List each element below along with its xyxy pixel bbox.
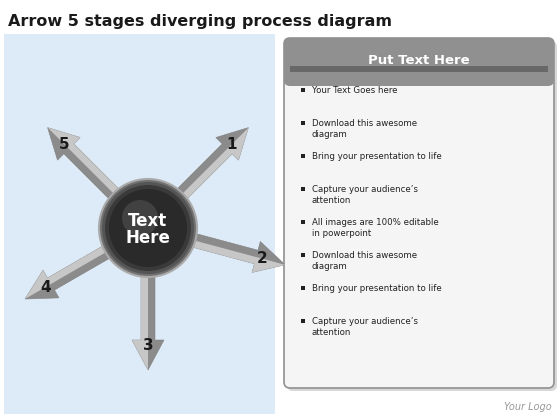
Polygon shape: [25, 252, 111, 299]
Bar: [4, 34, 275, 414]
Polygon shape: [25, 245, 111, 299]
Bar: [301, 319, 305, 323]
Text: Bring your presentation to life: Bring your presentation to life: [312, 284, 442, 293]
Polygon shape: [193, 234, 285, 265]
Polygon shape: [48, 128, 120, 200]
Circle shape: [102, 182, 194, 274]
Polygon shape: [181, 128, 249, 200]
Bar: [301, 88, 305, 92]
Text: Your Text Goes here: Your Text Goes here: [312, 86, 398, 95]
Polygon shape: [176, 128, 249, 200]
Text: Download this awesome
diagram: Download this awesome diagram: [312, 251, 417, 271]
Polygon shape: [25, 245, 108, 299]
Polygon shape: [176, 128, 249, 195]
Bar: [290, 58, 548, 80]
Text: Your Logo: Your Logo: [504, 402, 552, 412]
Text: 1: 1: [226, 137, 237, 152]
Bar: [301, 220, 305, 224]
Circle shape: [122, 200, 158, 236]
Polygon shape: [148, 275, 164, 370]
Polygon shape: [192, 234, 285, 273]
Polygon shape: [192, 240, 285, 273]
FancyBboxPatch shape: [284, 38, 554, 86]
Text: Put Text Here: Put Text Here: [368, 53, 470, 66]
Text: 4: 4: [40, 279, 51, 294]
Polygon shape: [48, 128, 115, 200]
Text: Download this awesome
diagram: Download this awesome diagram: [312, 119, 417, 139]
Bar: [301, 154, 305, 158]
Bar: [301, 187, 305, 191]
Text: All images are 100% editable
in powerpoint: All images are 100% editable in powerpoi…: [312, 218, 438, 238]
Polygon shape: [132, 275, 148, 370]
Bar: [301, 253, 305, 257]
Text: Capture your audience’s
attention: Capture your audience’s attention: [312, 317, 418, 337]
Text: Here: Here: [125, 229, 170, 247]
Text: Bring your presentation to life: Bring your presentation to life: [312, 152, 442, 161]
Text: Capture your audience’s
attention: Capture your audience’s attention: [312, 185, 418, 205]
Polygon shape: [48, 128, 120, 195]
Circle shape: [109, 189, 187, 267]
Text: Arrow 5 stages diverging process diagram: Arrow 5 stages diverging process diagram: [8, 14, 392, 29]
Text: 3: 3: [143, 339, 153, 354]
FancyBboxPatch shape: [287, 41, 557, 391]
FancyBboxPatch shape: [284, 38, 554, 388]
Bar: [301, 286, 305, 290]
Bar: [290, 66, 548, 72]
Text: 5: 5: [59, 137, 70, 152]
Polygon shape: [132, 275, 164, 370]
Circle shape: [105, 185, 191, 271]
Text: Text: Text: [128, 212, 167, 230]
Text: 2: 2: [256, 251, 267, 266]
Circle shape: [99, 179, 197, 277]
Bar: [301, 121, 305, 125]
